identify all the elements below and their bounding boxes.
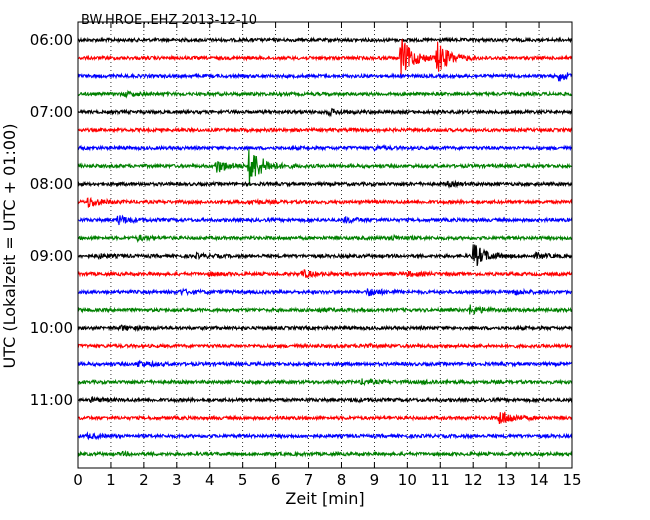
- trace-06:30: [77, 72, 573, 82]
- trace-07:30: [77, 143, 573, 152]
- trace-06:45: [77, 89, 573, 99]
- trace-11:00: [77, 395, 573, 404]
- plot-frame: [77, 21, 573, 469]
- trace-09:00: [77, 244, 573, 267]
- chart-title: BW.HROE..EHZ 2013-12-10: [81, 13, 257, 28]
- trace-07:00: [77, 107, 573, 118]
- x-tick-label: 10: [398, 471, 417, 489]
- y-tick-label: 06:00: [30, 31, 73, 49]
- x-tick-label: 13: [497, 471, 516, 489]
- y-tick-label: 10:00: [30, 319, 73, 337]
- y-axis-title: UTC (Lokalzeit = UTC + 01:00): [0, 124, 19, 369]
- trace-10:30: [77, 359, 573, 368]
- x-axis-title: Zeit [min]: [285, 489, 364, 508]
- trace-08:15: [77, 196, 573, 208]
- trace-08:45: [77, 233, 573, 243]
- y-tick-label: 08:00: [30, 175, 73, 193]
- x-tick-label: 4: [205, 471, 215, 489]
- trace-08:00: [77, 179, 573, 189]
- x-tick-label: 12: [464, 471, 483, 489]
- trace-11:45: [77, 449, 573, 458]
- trace-10:15: [77, 342, 573, 350]
- x-tick-label: 0: [73, 471, 83, 489]
- x-tick-label: 1: [106, 471, 116, 489]
- trace-lines: [77, 36, 573, 458]
- trace-06:15: [77, 39, 573, 77]
- trace-07:15: [77, 126, 573, 134]
- trace-06:00: [77, 36, 573, 44]
- trace-10:00: [77, 324, 573, 333]
- x-tick-label: 11: [431, 471, 450, 489]
- y-axis-ticks: 06:00 07:00 08:00 09:00 10:00 11:00: [30, 31, 572, 409]
- x-tick-label: 2: [139, 471, 149, 489]
- trace-11:30: [77, 431, 573, 441]
- x-tick-label: 6: [271, 471, 281, 489]
- y-tick-label: 11:00: [30, 391, 73, 409]
- y-tick-label: 07:00: [30, 103, 73, 121]
- x-tick-label: 7: [304, 471, 314, 489]
- x-tick-label: 9: [370, 471, 380, 489]
- x-tick-label: 5: [238, 471, 248, 489]
- y-tick-label: 09:00: [30, 247, 73, 265]
- trace-09:45: [77, 304, 573, 315]
- trace-07:45: [77, 149, 573, 186]
- x-tick-label: 15: [562, 471, 581, 489]
- trace-10:45: [77, 378, 573, 387]
- trace-09:15: [77, 269, 573, 279]
- trace-11:15: [77, 411, 573, 425]
- x-axis-ticks: 0 1 2 3 4 5 6 7 8 9 10 11 12 13 14 15: [73, 22, 582, 489]
- trace-08:30: [77, 214, 573, 226]
- trace-09:30: [77, 287, 573, 297]
- x-tick-label: 14: [530, 471, 549, 489]
- x-tick-label: 3: [172, 471, 182, 489]
- x-tick-label: 8: [337, 471, 347, 489]
